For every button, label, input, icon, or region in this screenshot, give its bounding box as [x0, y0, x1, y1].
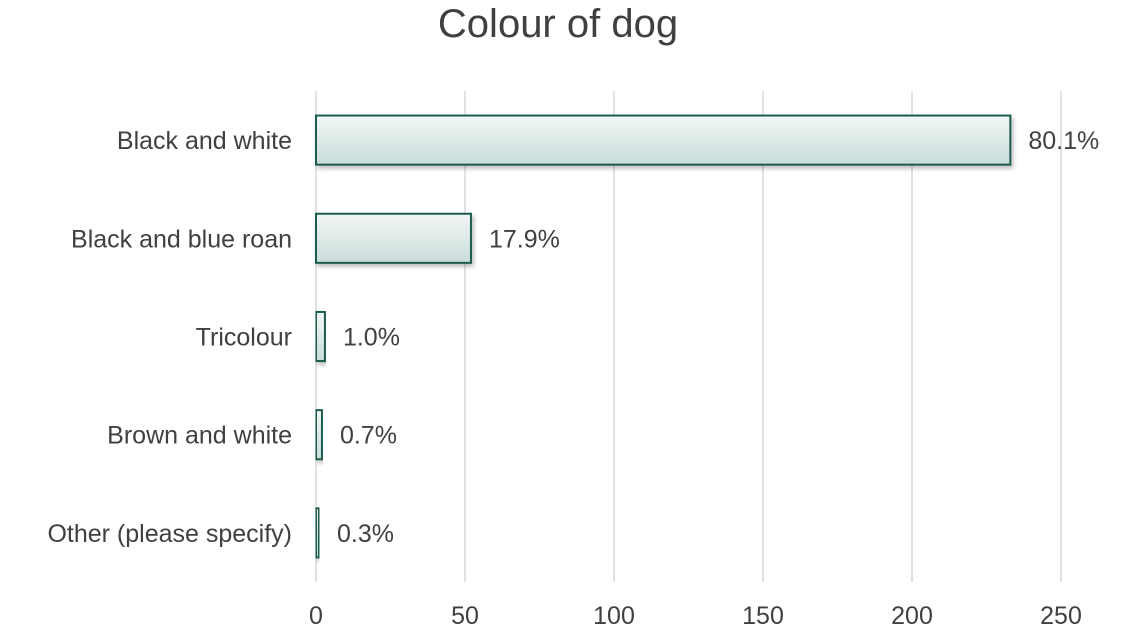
x-tick-label: 200	[891, 602, 933, 630]
bar	[315, 310, 326, 363]
data-label: 0.7%	[340, 422, 397, 450]
category-label: Black and white	[117, 127, 292, 155]
bar	[315, 212, 472, 264]
data-label: 0.3%	[337, 520, 394, 548]
x-tick-label: 50	[451, 602, 479, 630]
data-label: 17.9%	[489, 225, 560, 253]
bar	[315, 114, 1012, 166]
data-label: 80.1%	[1028, 127, 1099, 155]
gridlines	[315, 91, 1062, 582]
bars	[315, 114, 1012, 559]
bar	[315, 507, 320, 559]
bar	[315, 409, 323, 461]
x-tick-label: 100	[593, 602, 635, 630]
category-label: Other (please specify)	[47, 520, 292, 548]
category-label: Black and blue roan	[71, 225, 292, 253]
data-label: 1.0%	[343, 324, 400, 352]
x-tick-label: 0	[309, 602, 323, 630]
labels: 0 50 100 150 200 250 Black and white 80.1% Black…	[47, 127, 1099, 630]
x-tick-label: 250	[1040, 602, 1082, 630]
x-tick-label: 150	[742, 602, 784, 630]
chart-title: Colour of dog	[437, 2, 679, 46]
category-label: Brown and white	[107, 422, 292, 450]
category-label: Tricolour	[196, 324, 292, 352]
